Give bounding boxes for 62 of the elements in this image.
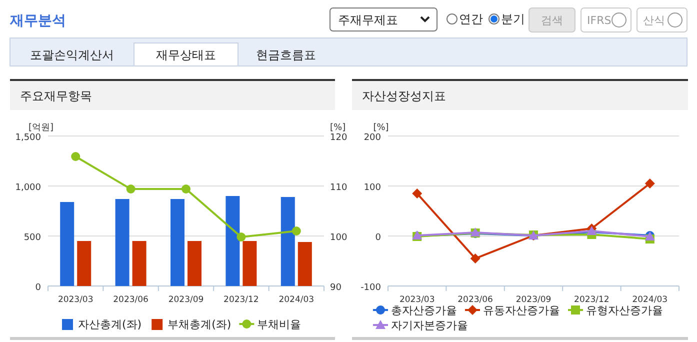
bar [132, 241, 146, 286]
point [292, 226, 301, 236]
y2-tick-label: 110 [330, 183, 348, 193]
bar [77, 241, 92, 286]
legend-label: 부채비율 [257, 318, 302, 331]
bar [298, 242, 312, 286]
x-tick-label: 2023/09 [516, 295, 552, 305]
x-tick-label: 2023/03 [399, 295, 435, 305]
text: 연간 [459, 12, 483, 26]
x-tick-label: 2023/06 [458, 295, 493, 305]
text: 재무분석 [9, 13, 66, 29]
legend-label: 유형자산증가율 [586, 304, 663, 317]
bar [242, 241, 257, 286]
point [182, 184, 190, 194]
point [644, 178, 655, 188]
bar [226, 196, 240, 286]
legend-label: 총자산증가율 [391, 304, 457, 317]
legend-label: 자기자본증가율 [391, 319, 468, 332]
y-tick-label: 500 [24, 233, 42, 243]
x-tick-label: 2023/03 [58, 295, 94, 305]
bar [60, 202, 74, 286]
point [126, 184, 136, 194]
y2-tick-label: 90 [330, 283, 342, 293]
point [236, 232, 246, 242]
text: 현금흐름표 [256, 48, 316, 62]
bar [188, 241, 202, 286]
x-tick-label: 2023/09 [168, 295, 204, 305]
point [412, 188, 422, 198]
text: 검색 [541, 14, 563, 27]
text: IFRS [587, 14, 612, 27]
y-tick-label: -100 [360, 283, 382, 293]
text: 재무상태표 [156, 48, 216, 62]
y-tick-label: 200 [364, 133, 382, 143]
legend-label: 자산총계(좌) [78, 318, 142, 331]
text: 산식 [643, 14, 665, 27]
point [470, 254, 480, 264]
y-tick-label: 0 [375, 233, 382, 243]
y2-tick-label: 100 [330, 233, 348, 243]
legend-label: 유동자산증가율 [483, 304, 560, 317]
y-axis-title: [%] [373, 123, 389, 133]
x-tick-label: 2023/12 [574, 295, 610, 305]
y-axis-title: [억원] [28, 123, 54, 133]
x-tick-label: 2023/06 [113, 295, 148, 305]
bar [170, 199, 184, 286]
y-tick-label: 1,000 [15, 183, 42, 193]
bar [115, 199, 130, 286]
y2-axis-title: [%] [330, 123, 346, 133]
chart-title: 주요재무항목 [20, 89, 92, 103]
text: 주재무제표 [338, 13, 398, 27]
bar [280, 197, 295, 286]
x-tick-label: 2023/12 [224, 295, 259, 305]
y-tick-label: 1,500 [15, 133, 42, 143]
text: 분기 [501, 12, 525, 26]
text: 포괄손익계산서 [30, 48, 114, 62]
y-tick-label: 100 [364, 183, 382, 193]
y2-tick-label: 120 [330, 133, 348, 143]
y-tick-label: 0 [35, 283, 42, 293]
legend-label: 부채총계(좌) [168, 318, 232, 331]
chart-title: 자산성장성지표 [362, 89, 446, 103]
x-tick-label: 2024/03 [278, 295, 314, 305]
x-tick-label: 2024/03 [632, 295, 668, 305]
point [71, 152, 80, 161]
